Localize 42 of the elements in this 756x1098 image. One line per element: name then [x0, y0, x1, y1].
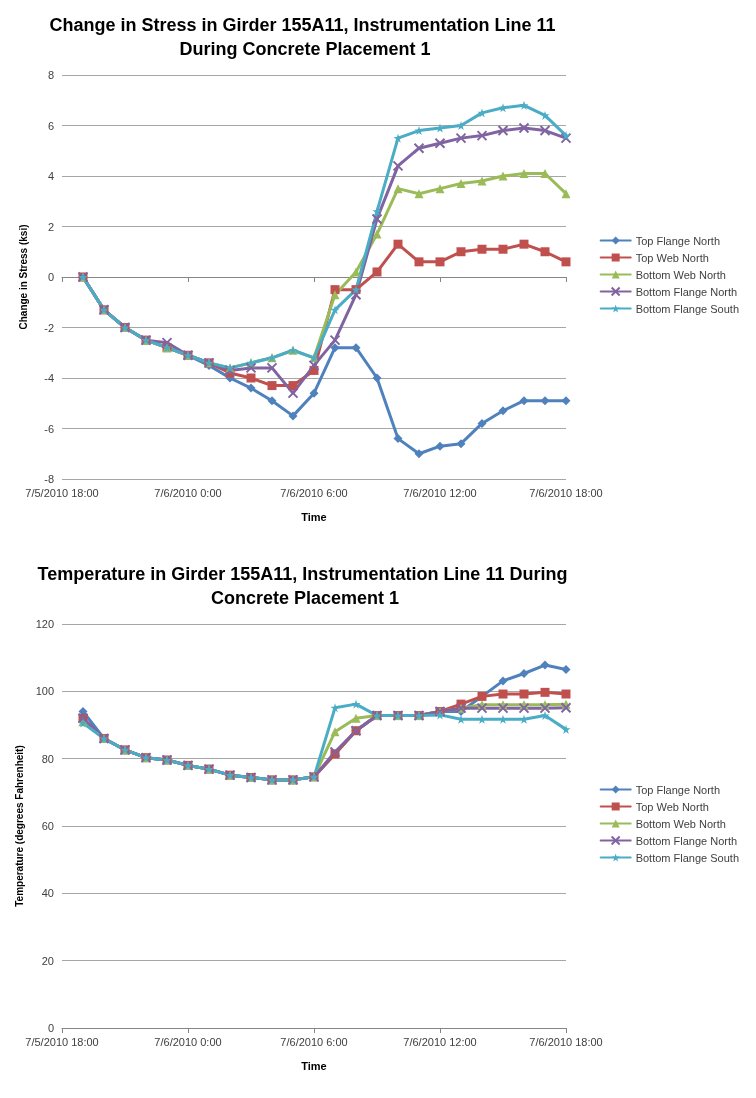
x-tick-label: 7/6/2010 6:00: [280, 486, 348, 499]
y-tick-label: 4: [47, 170, 54, 182]
y-tick-label: 8: [47, 69, 54, 81]
x-tick-label: 7/6/2010 0:00: [154, 1035, 222, 1048]
y-tick-label: 40: [41, 887, 54, 900]
x-tick-label: 7/6/2010 12:00: [403, 1035, 477, 1048]
legend-label: Bottom Web North: [635, 817, 726, 830]
y-axis-title: Change in Stress (ksi): [17, 224, 29, 330]
legend-label: Bottom Flange North: [635, 834, 738, 847]
y-tick-label: 6: [47, 119, 54, 132]
y-tick-label: 2: [47, 220, 54, 233]
y-tick-label: 0: [47, 271, 54, 283]
legend-label: Top Web North: [635, 800, 709, 813]
legend-label: Top Web North: [635, 251, 709, 264]
y-tick-label: 20: [41, 954, 54, 967]
x-axis-title: Time: [301, 510, 327, 523]
x-tick-label: 7/6/2010 0:00: [154, 486, 222, 499]
y-tick-label: 60: [41, 820, 54, 832]
y-tick-label: 80: [41, 752, 54, 765]
y-tick-label: -8: [44, 473, 54, 485]
x-tick-label: 7/6/2010 12:00: [403, 486, 477, 499]
legend-label: Bottom Flange South: [635, 851, 739, 864]
legend-label: Bottom Flange North: [635, 285, 738, 298]
y-tick-label: 0: [47, 1022, 54, 1034]
x-tick-label: 7/6/2010 6:00: [280, 1035, 348, 1048]
legend-label: Top Flange North: [635, 783, 721, 796]
x-tick-label: 7/5/2010 18:00: [25, 1035, 99, 1048]
x-tick-label: 7/6/2010 18:00: [529, 1035, 603, 1048]
y-tick-label: -4: [44, 372, 54, 384]
x-tick-label: 7/6/2010 18:00: [529, 486, 603, 499]
chart-title: Temperature in Girder 155A11, Instrumentation Line 11 During Concrete Placement 1: [37, 564, 573, 608]
x-tick-label: 7/5/2010 18:00: [25, 486, 99, 499]
x-axis-title: Time: [301, 1059, 327, 1072]
y-tick-label: 120: [35, 618, 54, 630]
legend-label: Top Flange North: [635, 234, 721, 247]
chart-title: Change in Stress in Girder 155A11, Instrumentation Line 11 During Concrete Placement 1: [49, 15, 561, 59]
legend-label: Bottom Web North: [635, 268, 726, 281]
legend-label: Bottom Flange South: [635, 302, 739, 315]
y-tick-label: -6: [44, 422, 54, 435]
y-tick-label: 100: [35, 685, 54, 698]
y-axis-title: Temperature (degrees Fahrenheit): [14, 745, 26, 907]
y-tick-label: -2: [44, 321, 54, 334]
